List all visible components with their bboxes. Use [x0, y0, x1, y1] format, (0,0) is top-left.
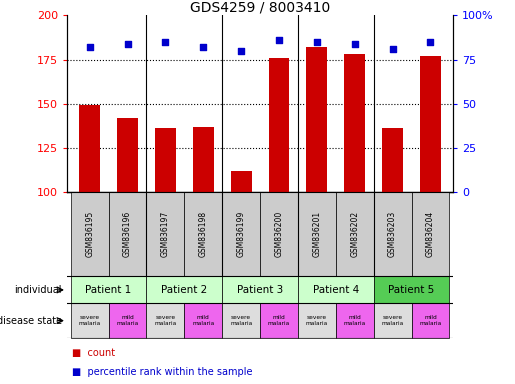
Point	[85, 44, 94, 50]
Bar	[374, 303, 411, 338]
Bar	[374, 276, 450, 303]
Text: disease state: disease state	[0, 316, 62, 326]
Bar	[382, 128, 403, 192]
Point	[351, 41, 359, 47]
Point	[237, 48, 245, 54]
Text: severe
malaria: severe malaria	[230, 315, 252, 326]
Text: Patient 4: Patient 4	[313, 285, 359, 295]
Text: severe
malaria: severe malaria	[154, 315, 177, 326]
Bar	[231, 171, 251, 192]
Text: GSM836203: GSM836203	[388, 211, 397, 257]
Bar	[109, 192, 146, 276]
Bar	[184, 192, 222, 276]
Bar	[411, 303, 450, 338]
Text: GSM836198: GSM836198	[199, 211, 208, 257]
Point	[161, 39, 169, 45]
Bar	[269, 58, 289, 192]
Bar	[298, 192, 336, 276]
Bar	[298, 276, 374, 303]
Point	[124, 41, 132, 47]
Bar	[71, 276, 146, 303]
Bar	[146, 192, 184, 276]
Text: mild
malaria: mild malaria	[268, 315, 290, 326]
Bar	[336, 192, 374, 276]
Bar	[184, 303, 222, 338]
Bar	[109, 303, 146, 338]
Point	[426, 39, 435, 45]
Text: mild
malaria: mild malaria	[344, 315, 366, 326]
Bar	[260, 192, 298, 276]
Text: GSM836200: GSM836200	[274, 211, 284, 257]
Point	[199, 44, 208, 50]
Bar	[222, 303, 260, 338]
Text: ■  count: ■ count	[72, 348, 115, 358]
Bar	[71, 192, 109, 276]
Text: GSM836195: GSM836195	[85, 211, 94, 257]
Bar	[345, 54, 365, 192]
Bar	[336, 303, 374, 338]
Point	[388, 46, 397, 52]
Point	[275, 37, 283, 43]
Bar	[193, 127, 214, 192]
Text: severe
malaria: severe malaria	[306, 315, 328, 326]
Text: ■  percentile rank within the sample: ■ percentile rank within the sample	[72, 367, 252, 377]
Text: Patient 2: Patient 2	[161, 285, 208, 295]
Text: Patient 3: Patient 3	[237, 285, 283, 295]
Bar	[222, 276, 298, 303]
Text: mild
malaria: mild malaria	[419, 315, 441, 326]
Bar	[411, 192, 450, 276]
Text: GSM836201: GSM836201	[313, 211, 321, 257]
Text: GSM836196: GSM836196	[123, 211, 132, 257]
Title: GDS4259 / 8003410: GDS4259 / 8003410	[190, 0, 330, 14]
Bar	[298, 303, 336, 338]
Text: individual: individual	[14, 285, 62, 295]
Bar	[420, 56, 441, 192]
Bar	[79, 106, 100, 192]
Bar	[374, 192, 411, 276]
Text: GSM836197: GSM836197	[161, 211, 170, 257]
Bar	[146, 303, 184, 338]
Text: severe
malaria: severe malaria	[79, 315, 101, 326]
Text: Patient 5: Patient 5	[388, 285, 435, 295]
Text: GSM836202: GSM836202	[350, 211, 359, 257]
Bar	[71, 303, 109, 338]
Bar	[260, 303, 298, 338]
Text: GSM836199: GSM836199	[236, 211, 246, 257]
Text: GSM836204: GSM836204	[426, 211, 435, 257]
Bar	[146, 276, 222, 303]
Bar	[117, 118, 138, 192]
Bar	[306, 47, 328, 192]
Bar	[222, 192, 260, 276]
Text: mild
malaria: mild malaria	[192, 315, 214, 326]
Text: mild
malaria: mild malaria	[116, 315, 139, 326]
Point	[313, 39, 321, 45]
Text: severe
malaria: severe malaria	[382, 315, 404, 326]
Text: Patient 1: Patient 1	[85, 285, 132, 295]
Bar	[155, 128, 176, 192]
